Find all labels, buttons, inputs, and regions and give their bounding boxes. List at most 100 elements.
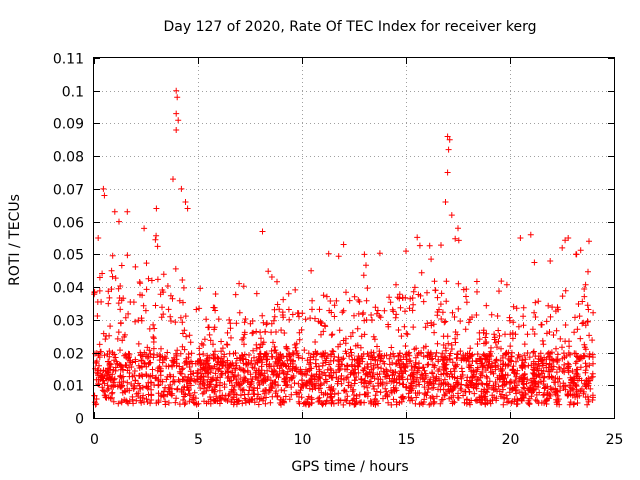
data-point <box>212 291 219 297</box>
data-point <box>402 308 408 315</box>
data-point <box>562 322 569 328</box>
data-point <box>444 380 451 387</box>
data-point <box>236 381 243 388</box>
data-point <box>121 333 128 340</box>
data-point <box>500 401 507 408</box>
data-point <box>235 397 242 404</box>
data-point <box>530 371 537 377</box>
data-point <box>207 337 214 344</box>
data-point <box>316 397 323 404</box>
data-point <box>368 373 374 380</box>
data-point <box>324 353 331 360</box>
data-point <box>495 338 502 345</box>
data-point <box>541 354 548 361</box>
data-point <box>139 384 146 391</box>
data-point <box>164 283 171 289</box>
data-point <box>351 312 357 319</box>
data-point <box>389 359 396 366</box>
data-point <box>585 380 592 387</box>
data-point <box>254 395 260 402</box>
data-point <box>150 345 157 352</box>
data-point <box>572 360 579 367</box>
data-point <box>392 314 399 321</box>
data-point <box>251 399 258 406</box>
data-point <box>376 312 383 319</box>
data-point <box>525 399 532 406</box>
data-point <box>152 302 159 309</box>
data-point <box>141 349 148 356</box>
data-point <box>442 318 449 325</box>
peak-data-point <box>100 185 107 192</box>
data-point <box>256 351 263 357</box>
data-point <box>469 351 476 358</box>
data-point <box>467 316 473 323</box>
data-point <box>563 353 570 359</box>
data-point <box>115 300 122 307</box>
peak-data-point <box>173 87 180 94</box>
data-point <box>313 371 320 378</box>
data-point <box>506 379 513 386</box>
data-point <box>183 359 190 366</box>
data-point <box>197 375 204 381</box>
data-point <box>93 358 100 365</box>
data-point <box>520 362 527 369</box>
data-point <box>144 344 151 351</box>
data-point <box>282 375 288 382</box>
data-point <box>448 394 455 401</box>
data-point <box>543 318 550 325</box>
data-point <box>132 377 139 384</box>
data-point <box>250 390 257 397</box>
data-point <box>365 363 372 370</box>
data-point <box>255 391 262 398</box>
data-point <box>176 297 183 304</box>
data-point <box>383 380 390 387</box>
data-point <box>406 305 413 312</box>
data-point <box>438 242 444 249</box>
data-point <box>243 361 249 368</box>
data-point <box>322 372 329 379</box>
data-point <box>424 320 431 327</box>
data-point <box>452 235 459 242</box>
data-point <box>554 356 561 363</box>
data-point <box>360 367 367 374</box>
data-point <box>335 343 342 350</box>
data-point <box>320 328 327 335</box>
data-point <box>211 304 218 311</box>
data-point <box>482 367 489 373</box>
data-point <box>329 348 336 354</box>
data-point <box>433 375 440 382</box>
data-point <box>278 387 285 393</box>
data-point <box>374 307 381 314</box>
data-point <box>264 376 271 382</box>
data-point <box>476 336 483 343</box>
data-point <box>280 397 287 403</box>
data-point <box>226 378 233 385</box>
data-point <box>420 344 427 351</box>
data-point <box>351 293 358 300</box>
peak-data-point <box>445 146 452 153</box>
data-point <box>584 302 591 309</box>
data-point <box>236 309 243 316</box>
data-point <box>226 391 233 398</box>
data-point <box>412 354 419 361</box>
data-point <box>123 362 130 369</box>
data-point <box>581 293 588 300</box>
data-point <box>287 352 293 359</box>
data-point <box>211 388 218 395</box>
data-point <box>451 314 458 320</box>
data-point <box>278 327 285 334</box>
data-point <box>112 275 119 282</box>
data-point <box>181 384 188 391</box>
data-point <box>546 329 553 335</box>
data-point <box>521 352 528 359</box>
data-point <box>532 314 539 320</box>
data-point <box>387 299 394 306</box>
data-point <box>224 375 231 381</box>
data-point <box>522 391 529 398</box>
data-point <box>115 329 122 336</box>
data-point <box>106 348 113 355</box>
data-point <box>148 397 155 403</box>
data-point <box>428 256 435 263</box>
data-point <box>165 399 172 406</box>
data-point <box>509 330 516 336</box>
